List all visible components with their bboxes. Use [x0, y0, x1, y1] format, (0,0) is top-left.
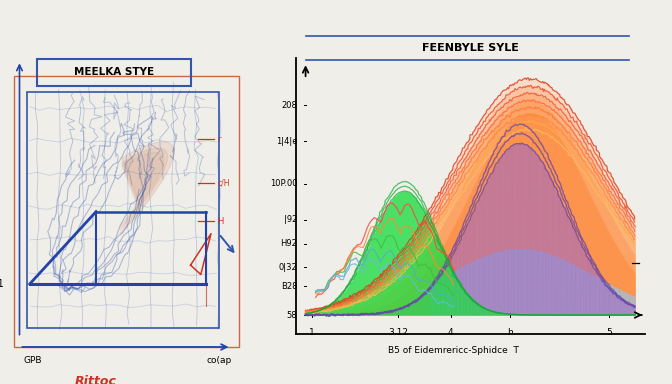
- Text: D1: D1: [0, 279, 4, 289]
- Text: h: h: [507, 328, 513, 337]
- Text: 1: 1: [309, 328, 315, 337]
- Polygon shape: [120, 148, 167, 230]
- Text: B28: B28: [281, 282, 297, 291]
- Text: co(ap: co(ap: [206, 356, 231, 366]
- Text: 4: 4: [448, 328, 454, 337]
- Text: 5: 5: [606, 328, 612, 337]
- Text: 10P.00: 10P.00: [270, 179, 297, 189]
- Polygon shape: [120, 142, 174, 234]
- Bar: [38, 59, 191, 86]
- Polygon shape: [120, 152, 163, 227]
- Text: Rittoc: Rittoc: [75, 375, 117, 384]
- Text: c/H: c/H: [218, 179, 230, 188]
- Text: 0|32: 0|32: [279, 263, 297, 272]
- Text: B5 of Eidemrericc-Sphidce  T: B5 of Eidemrericc-Sphidce T: [388, 346, 519, 355]
- Text: H92: H92: [280, 239, 297, 248]
- Text: H: H: [218, 217, 224, 225]
- Text: 1|4|e: 1|4|e: [276, 137, 297, 146]
- Text: 58: 58: [287, 311, 297, 319]
- Text: r: r: [218, 135, 221, 144]
- Text: GPB: GPB: [23, 356, 42, 366]
- Text: FEENBYLE SYLE: FEENBYLE SYLE: [422, 43, 519, 53]
- Text: MEELKA STYE: MEELKA STYE: [74, 68, 154, 78]
- Bar: [14, 76, 239, 347]
- Text: |92: |92: [284, 215, 297, 224]
- Text: 3.12: 3.12: [388, 328, 408, 337]
- Bar: [27, 92, 218, 328]
- Text: 208: 208: [282, 101, 297, 110]
